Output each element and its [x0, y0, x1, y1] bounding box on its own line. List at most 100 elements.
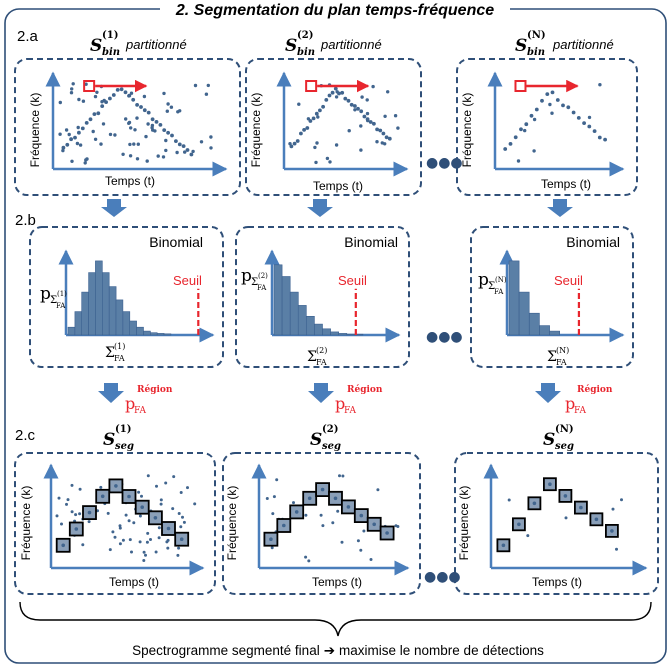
noise-dot	[142, 94, 147, 99]
signal-dot	[356, 106, 360, 111]
signal-dot	[349, 102, 354, 107]
noise-dot	[209, 135, 213, 139]
signal-dot	[582, 121, 586, 125]
sigma-fa-3: FA	[556, 358, 567, 367]
signal-dot	[302, 127, 306, 132]
noise-dot	[176, 110, 180, 114]
histogram-bar	[122, 311, 131, 336]
signal-dot	[158, 123, 163, 127]
signal-dot	[353, 104, 357, 108]
freq-axis-label-c2: Fréquence (k)	[225, 486, 239, 561]
signal-dot	[127, 494, 131, 499]
noise-dot	[164, 481, 168, 485]
signal-dot	[548, 482, 552, 487]
signal-dot	[597, 135, 602, 140]
noise-dot	[336, 509, 340, 513]
noise-dot	[396, 525, 400, 528]
noise-dot	[121, 152, 125, 156]
signal-dot	[181, 144, 186, 149]
down-arrows-ab	[101, 199, 573, 217]
noise-dot	[118, 526, 122, 530]
signal-dot	[359, 109, 364, 114]
signal-dot	[153, 516, 158, 520]
noise-dot	[155, 484, 158, 488]
noise-dot	[93, 137, 98, 141]
noise-dot	[137, 490, 141, 494]
signal-dot	[362, 114, 367, 119]
row-c-heading-2: S (2) seg	[310, 424, 341, 452]
signal-dot	[150, 117, 155, 122]
noise-dot	[316, 115, 320, 119]
binomial-label-2: Binomial	[344, 234, 398, 250]
signal-dot	[385, 531, 389, 535]
signal-dot	[563, 494, 568, 498]
noise-dot	[523, 128, 527, 133]
noise-dot	[76, 125, 80, 130]
noise-dot	[145, 159, 149, 163]
histogram-bar	[108, 286, 117, 336]
noise-dot	[328, 160, 332, 164]
histogram-bar	[156, 333, 165, 336]
noise-dot	[275, 478, 279, 482]
sigma-symbol-2: Σ	[307, 349, 317, 365]
p-sup-2: (2)	[258, 272, 268, 280]
noise-dot	[356, 539, 360, 543]
signal-dot	[131, 97, 136, 102]
signal-dot	[579, 505, 583, 510]
signal-dot	[372, 121, 376, 126]
signal-dot	[127, 93, 132, 98]
p-symbol-1: p	[40, 284, 51, 304]
histogram-bar	[95, 260, 103, 336]
down-arrow-bc-2	[308, 383, 334, 403]
signal-dot	[333, 86, 338, 91]
noise-dot	[133, 128, 137, 132]
noise-dot	[78, 487, 82, 491]
noise-dot	[113, 535, 117, 539]
row-a-sup-3: (N)	[527, 30, 546, 41]
noise-dot	[132, 142, 136, 146]
noise-dot	[60, 522, 63, 526]
noise-dot	[193, 83, 198, 88]
signal-dot	[65, 142, 70, 147]
noise-dot	[362, 529, 366, 533]
p-sup-1: (1)	[57, 290, 67, 298]
noise-dot	[564, 516, 568, 520]
row-a-heading-2: S (2) bin partitionné	[285, 30, 382, 58]
signal-dot	[372, 522, 377, 527]
noise-dot	[297, 102, 301, 106]
noise-dot	[91, 129, 95, 134]
sigma-label-b1: Σ (1) FA	[105, 342, 125, 363]
row-a-sub-3: bin	[527, 47, 545, 58]
histogram-bar	[314, 323, 323, 336]
freq-axis-label-a3: Fréquence (k)	[460, 93, 474, 168]
row-c-symbol-1: S	[103, 430, 115, 450]
panel-c3	[454, 452, 659, 595]
noise-dot	[61, 148, 65, 153]
row-a-suffix-1: partitionné	[125, 37, 187, 52]
signal-dot	[92, 112, 97, 116]
noise-dot	[365, 111, 370, 116]
noise-dot	[130, 550, 133, 554]
freq-axis-label-a2: Fréquence (k)	[249, 93, 263, 168]
noise-dot	[615, 547, 618, 551]
noise-dot	[175, 150, 179, 155]
row-c-sub-1: seg	[115, 441, 134, 452]
signal-dot	[610, 529, 614, 533]
noise-dot	[307, 559, 311, 563]
signal-dot	[327, 93, 332, 98]
signal-dot	[524, 122, 529, 127]
noise-dot	[136, 142, 140, 146]
noise-dot	[124, 513, 128, 517]
signal-dot	[299, 131, 303, 136]
noise-dot	[66, 498, 70, 502]
signal-dot	[104, 100, 108, 104]
noise-dot	[78, 143, 83, 147]
histogram-bar	[508, 260, 520, 336]
signal-dot	[289, 144, 294, 149]
row-a-symbol-2: S	[285, 36, 297, 56]
noise-dot	[340, 540, 344, 544]
noise-dot	[507, 498, 511, 502]
row-c-heading-1: S (1) seg	[103, 424, 134, 452]
signal-dot	[115, 88, 120, 92]
row-c-sup-1: (1)	[115, 424, 131, 435]
